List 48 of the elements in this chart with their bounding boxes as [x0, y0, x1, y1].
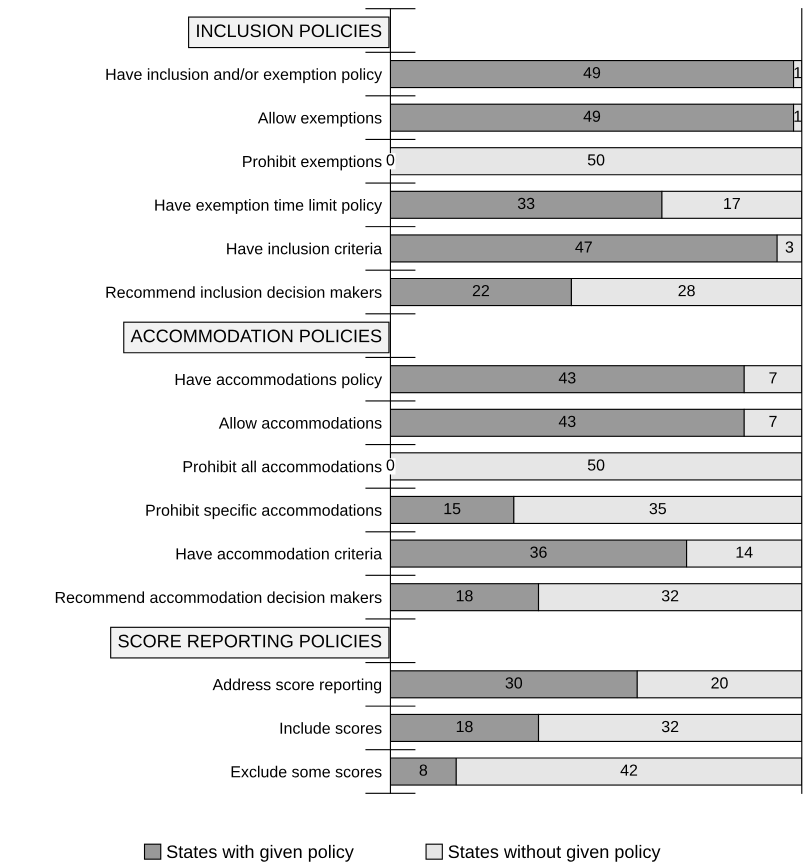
data-label: 49: [583, 110, 600, 122]
y-tick-label: Allow accommodations: [218, 416, 382, 429]
data-label: 8: [420, 764, 428, 776]
data-label: 35: [650, 502, 666, 514]
data-label: 49: [583, 67, 600, 78]
y-tick-label: Have exemption time limit policy: [155, 199, 382, 214]
y-tick-label: Include scores: [280, 722, 382, 734]
y-tick-label: Have accommodations policy: [176, 373, 382, 388]
legend-label: States without given policy: [448, 844, 660, 862]
y-tick-label: Allow exemptions: [258, 112, 382, 127]
y-tick-label: Address score reporting: [212, 678, 382, 694]
y-tick-label: Have inclusion criteria: [227, 242, 382, 254]
y-tick-label: Prohibit exemptions: [243, 155, 382, 170]
y-tick-label: Exclude some scores: [232, 766, 382, 778]
y-tick-label: Have inclusion and/or exemption policy: [106, 68, 382, 84]
y-tick-label: ACCOMMODATION POLICIES: [130, 330, 382, 342]
data-label: 36: [530, 546, 547, 558]
data-label: 18: [456, 590, 473, 602]
y-tick-label: Recommend inclusion decision makers: [106, 286, 382, 298]
y-tick-label: INCLUSION POLICIES: [197, 24, 382, 38]
data-label: 47: [575, 242, 592, 253]
y-tick-label: SCORE REPORTING POLICIES: [118, 634, 382, 648]
data-label: 14: [736, 546, 753, 558]
data-label: 7: [769, 372, 777, 384]
data-label: 17: [724, 198, 740, 209]
data-label: 22: [472, 284, 490, 296]
annotation: 0: [386, 459, 394, 471]
data-label: 7: [769, 416, 777, 427]
data-label: 43: [558, 372, 576, 384]
data-label: 43: [558, 416, 576, 428]
y-tick-label: Have accommodation criteria: [176, 548, 382, 560]
data-label: 28: [678, 284, 695, 296]
data-label: 3: [786, 241, 794, 253]
data-label: 32: [662, 590, 678, 602]
annotation: 0: [386, 154, 394, 166]
y-tick-label: Recommend accommodation decision makers: [56, 591, 382, 604]
data-label: 18: [456, 720, 473, 732]
data-label: 50: [588, 459, 604, 471]
data-label: 15: [444, 503, 460, 514]
y-tick-label: Prohibit specific accommodations: [146, 504, 382, 520]
y-tick-label: Prohibit all accommodations: [184, 460, 382, 472]
data-label: 42: [620, 764, 638, 776]
data-label: 50: [588, 154, 604, 166]
data-label: 33: [518, 198, 534, 210]
data-label: 20: [711, 677, 728, 689]
data-label: 32: [662, 720, 678, 732]
legend-label: States with given policy: [167, 844, 354, 862]
data-label: 30: [506, 677, 522, 689]
